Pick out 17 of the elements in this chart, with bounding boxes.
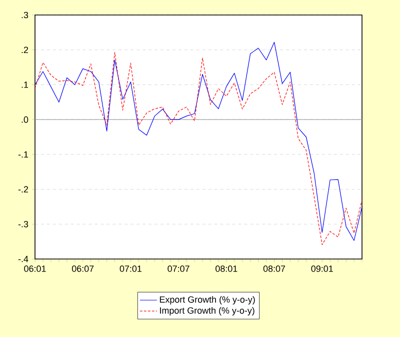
y-tick-label: .2 — [22, 46, 28, 53]
x-tick-label: 08:07 — [263, 266, 286, 272]
x-tick-label: 08:01 — [216, 266, 238, 272]
x-tick-label: 06:01 — [24, 266, 46, 272]
x-tick-label: 06:07 — [72, 266, 94, 272]
x-tick-label: 07:07 — [168, 266, 190, 272]
y-tick-label: .3 — [22, 12, 28, 18]
y-tick-label: .0 — [22, 116, 28, 123]
y-tick-label: .1 — [22, 82, 28, 88]
y-tick-label: -.1 — [18, 151, 28, 158]
legend-label: Import Growth (% y-o-y) — [160, 307, 254, 316]
x-tick-label: 07:01 — [120, 266, 142, 272]
y-tick-label: -.3 — [18, 220, 28, 228]
y-tick-label: -.4 — [18, 256, 28, 262]
y-tick-label: -.2 — [18, 186, 28, 192]
legend-label: Export Growth (% y-o-y) — [160, 296, 255, 304]
x-tick-label: 09:01 — [311, 266, 333, 272]
